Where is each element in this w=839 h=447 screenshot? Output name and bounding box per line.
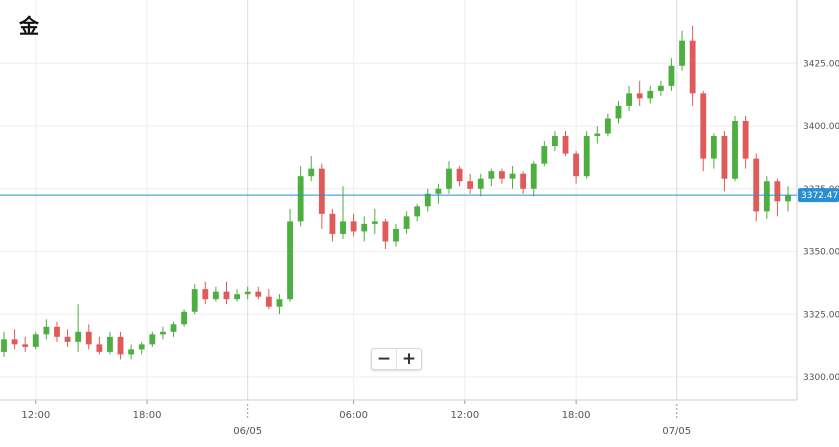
candle-body (96, 344, 103, 352)
current-price-label: 3372.47 (801, 191, 838, 201)
candle-body (710, 136, 717, 159)
candle-body (615, 105, 622, 119)
candle-body (785, 195, 791, 202)
candle-body (573, 153, 580, 177)
y-tick-label: 3300.00 (803, 373, 839, 383)
candle-body (679, 40, 685, 66)
y-tick-label: 3325.00 (803, 310, 839, 320)
candle-body (361, 223, 368, 232)
current-price-tag (798, 188, 839, 203)
candle-body (1, 339, 7, 352)
candle-body (456, 168, 463, 182)
candle-body (255, 291, 262, 297)
candle-body (435, 188, 442, 194)
candle-body (350, 221, 357, 232)
candle-body (403, 216, 410, 229)
candle-body (85, 331, 92, 345)
candle-body (636, 93, 643, 99)
y-tick-label: 3350.00 (803, 248, 839, 258)
candle-body (75, 331, 82, 342)
candle-body (520, 173, 527, 189)
candle-body (181, 311, 188, 325)
candle-body (340, 221, 346, 234)
candle-body (107, 336, 113, 352)
candle-body (170, 324, 177, 332)
zoom-controls: − + (371, 348, 422, 370)
candle-body (149, 334, 156, 345)
candle-body (763, 181, 770, 212)
candle-body (488, 171, 495, 179)
chart-title: 金 (19, 14, 39, 38)
candle-body (594, 133, 601, 137)
candle-body (477, 178, 484, 189)
candle-body (604, 118, 611, 134)
candle-body (329, 213, 336, 234)
candle-body (657, 85, 664, 91)
candle-body (583, 136, 590, 177)
candle-body (393, 228, 399, 242)
candle-body (552, 136, 558, 147)
y-tick-label: 3400.00 (803, 122, 839, 132)
x-tick-label: 12:00 (450, 410, 479, 421)
zoom-in-button[interactable]: + (396, 349, 421, 369)
candle-body (530, 163, 537, 189)
candle-body (424, 193, 431, 207)
candle-body (562, 136, 569, 154)
x-tick-label: 18:00 (562, 410, 591, 421)
candle-body (32, 334, 39, 347)
candle-body (22, 344, 29, 347)
candle-body (414, 206, 421, 217)
candle-body (467, 181, 474, 189)
candle-body (202, 289, 209, 300)
candle-body (276, 299, 283, 307)
candle-body (668, 65, 675, 86)
candle-body (43, 326, 50, 335)
candle-body (160, 331, 166, 335)
candle-body (732, 120, 738, 179)
candle-body (244, 291, 251, 295)
candle-body (54, 326, 60, 337)
candle-body (647, 90, 654, 99)
candle-body (11, 339, 18, 345)
candle-body (626, 93, 632, 106)
zoom-out-button[interactable]: − (376, 349, 392, 369)
candle-body (128, 349, 135, 355)
candle-body (318, 168, 325, 214)
candle-body (287, 221, 293, 300)
candle-body (297, 176, 304, 222)
candle-body (223, 291, 230, 300)
candle-body (753, 158, 760, 212)
candle-body (371, 221, 378, 224)
candle-body (774, 181, 781, 202)
x-tick-label: 18:00 (133, 410, 162, 421)
candle-body (117, 336, 124, 355)
candle-body (191, 289, 198, 312)
x-tick-label: 12:00 (21, 410, 50, 421)
candle-body (308, 168, 315, 177)
candle-body (382, 221, 389, 242)
x-tick-label: 06:00 (339, 410, 368, 421)
candle-body (742, 120, 749, 159)
x-date-label: 07/05 (662, 426, 691, 437)
candle-body (446, 168, 452, 189)
candle-body (499, 171, 505, 179)
y-tick-label: 3425.00 (803, 59, 839, 69)
x-date-label: 06/05 (233, 426, 262, 437)
candle-body (721, 136, 728, 179)
candle-body (265, 296, 272, 307)
candle-body (541, 146, 548, 164)
candle-body (689, 40, 696, 94)
candle-body (234, 294, 240, 300)
candle-body (64, 336, 71, 342)
candle-body (700, 93, 707, 159)
candle-body (509, 173, 516, 179)
candle-body (138, 344, 145, 350)
candle-body (212, 291, 219, 300)
